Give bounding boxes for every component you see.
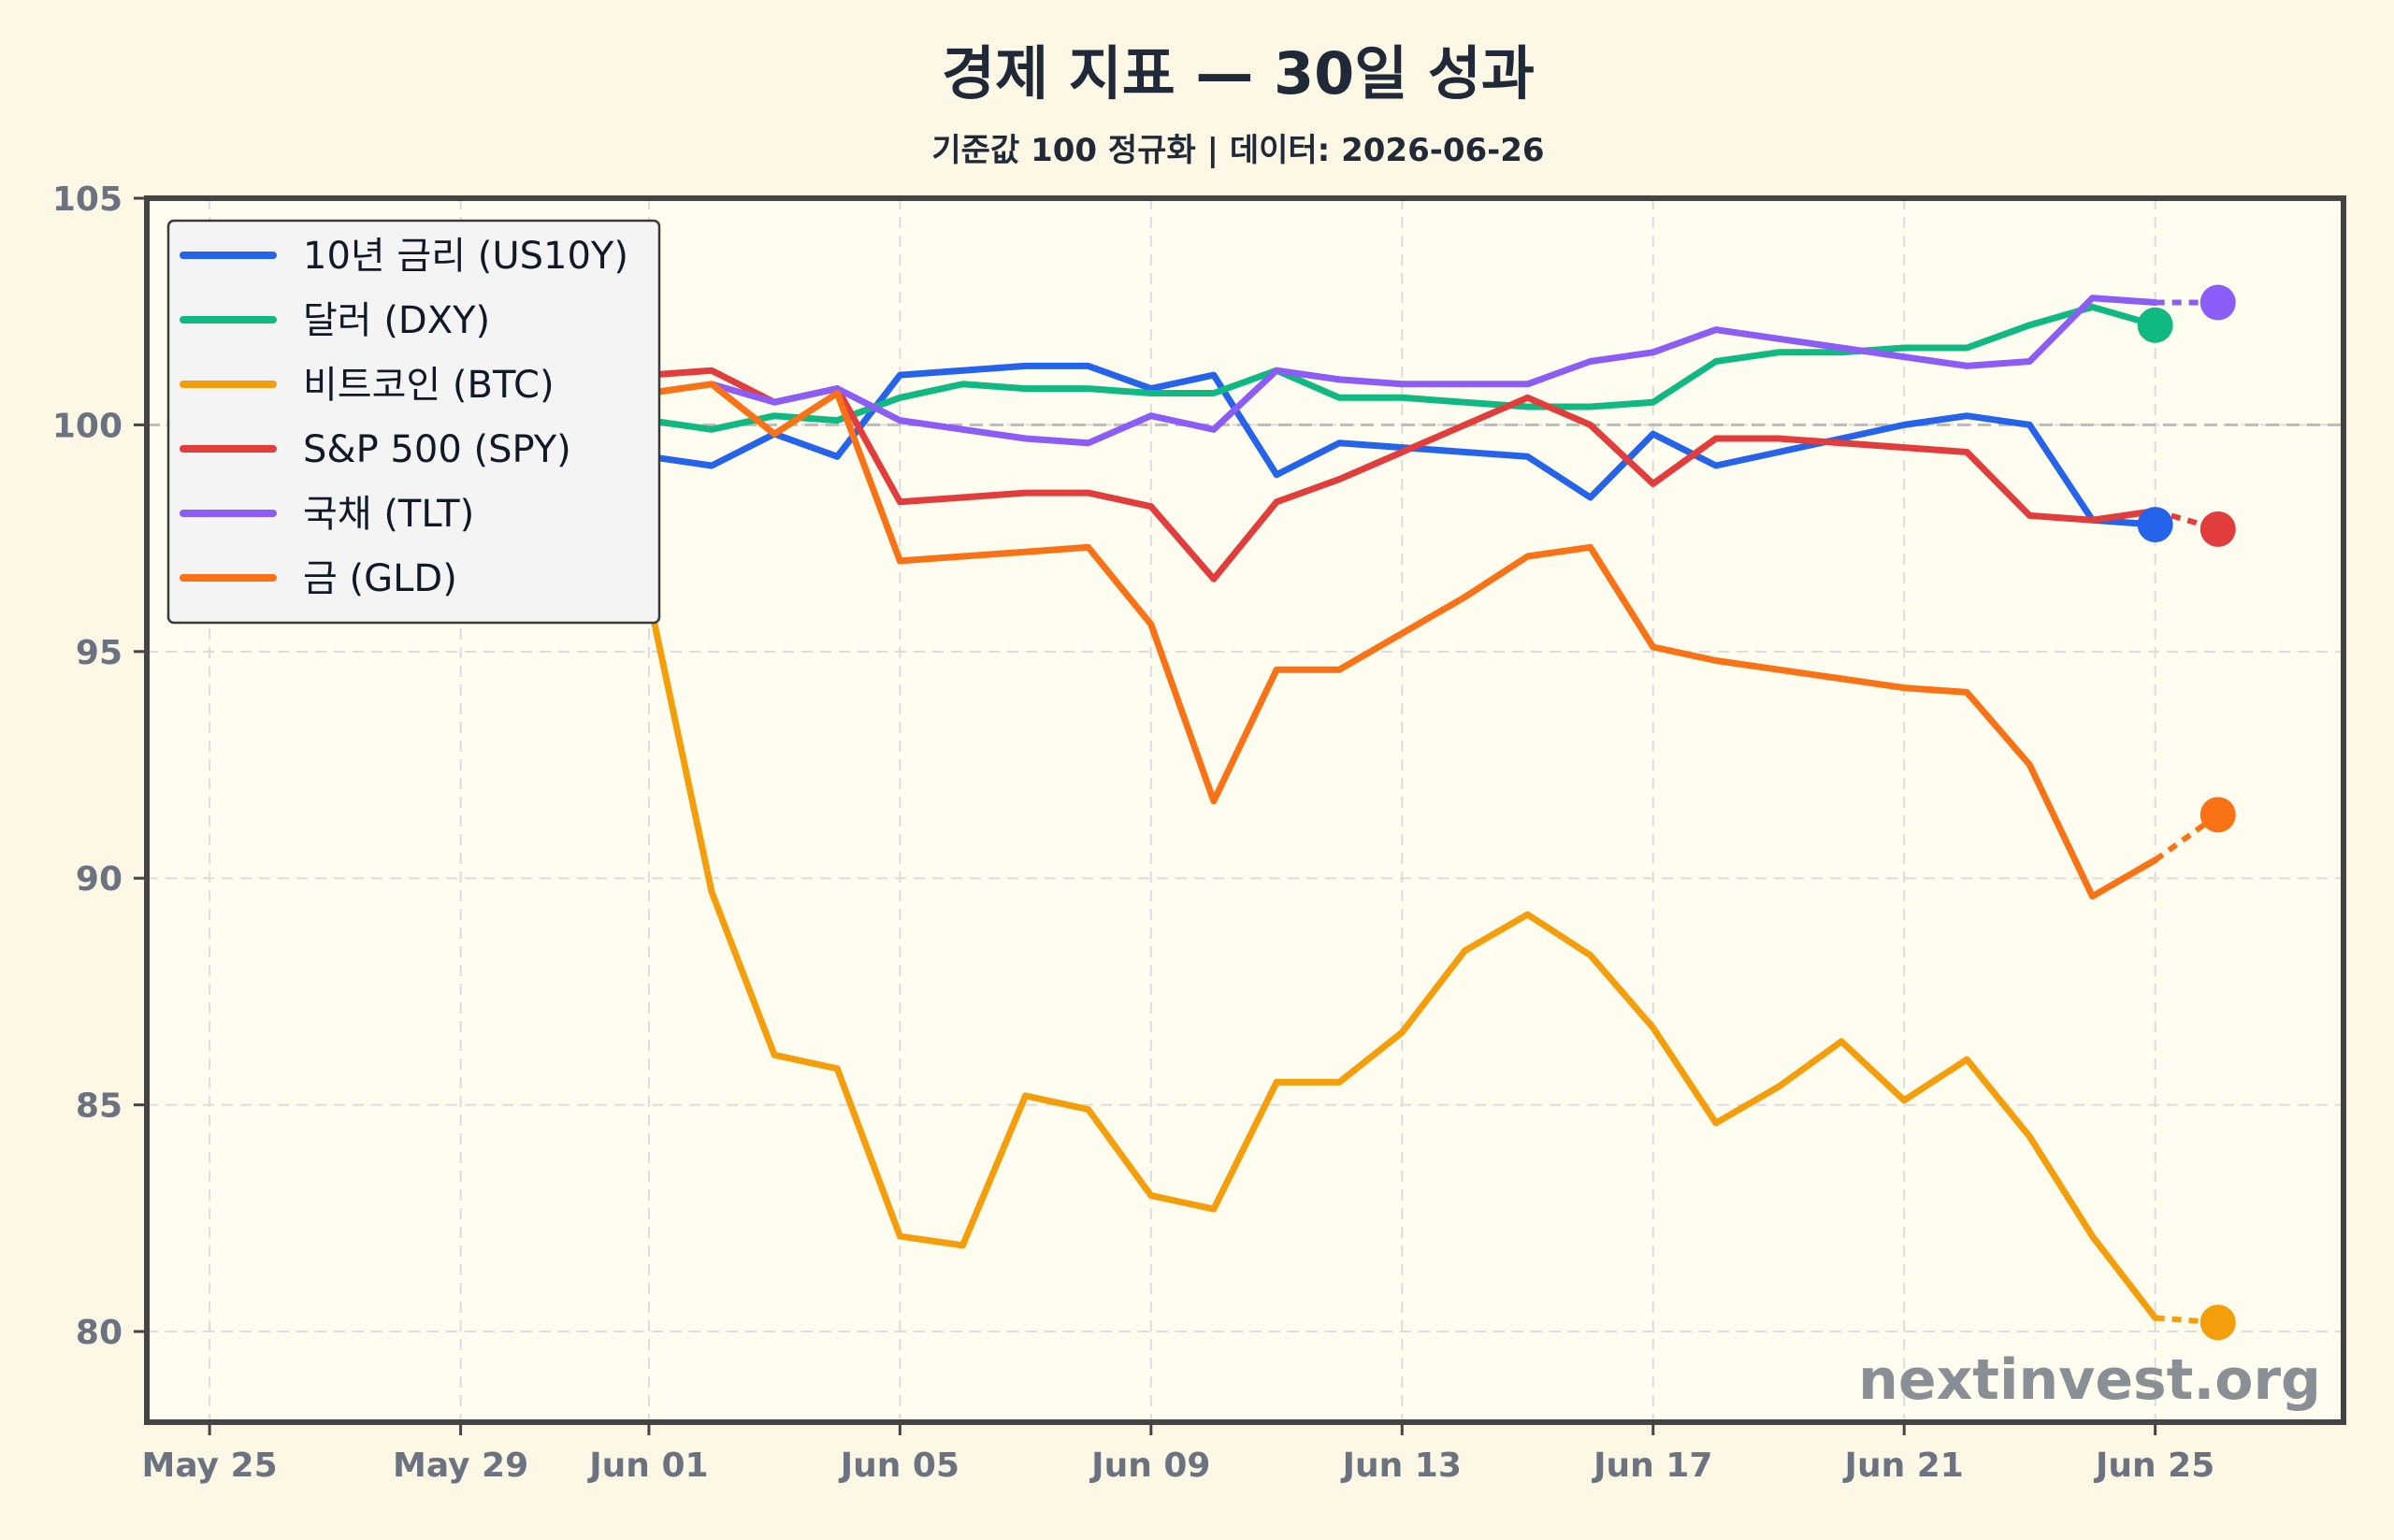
end-marker-1 [2137,307,2173,343]
y-tick-label: 90 [76,860,123,899]
series-extension-5 [2153,812,2220,863]
x-tick-label: May 25 [142,1446,278,1485]
legend-label-2: 비트코인 (BTC) [303,364,555,407]
end-markers [2137,284,2236,1341]
legend-label-5: 금 (GLD) [303,557,457,600]
end-marker-2 [2199,1304,2236,1341]
x-tick-label: May 29 [393,1446,528,1485]
legend-label-0: 10년 금리 (US10Y) [303,235,628,278]
chart-title: 경제 지표 — 30일 성과 [942,39,1535,108]
legend-items: 10년 금리 (US10Y) 달러 (DXY) 비트코인 (BTC) S&P 500 … [180,235,628,600]
chart-subtitle: 기준값 100 정규화 | 데이터: 2026-06-26 [931,132,1544,169]
legend-label-3: S&P 500 (SPY) [303,428,571,471]
legend: 10년 금리 (US10Y) 달러 (DXY) 비트코인 (BTC) S&P 500 … [166,219,661,625]
legend-box [166,219,661,625]
x-tick-label: Jun 09 [1089,1446,1210,1485]
plot-frame [144,195,2346,1425]
watermark: nextinvest.org [1858,1347,2321,1413]
end-marker-4 [2199,284,2236,321]
x-tick-label: Jun 05 [838,1446,959,1485]
y-tick-label: 100 [52,407,123,445]
y-tick-label: 85 [76,1087,123,1126]
y-tick-label: 80 [76,1314,123,1352]
legend-label-1: 달러 (DXY) [303,299,490,342]
x-axis-ticks: May 25 May 29 Jun 01 Jun 05 Jun 09 Jun 13 Jun … [142,1422,2214,1485]
y-axis-ticks: 80 85 90 95 100 105 [52,180,147,1352]
end-marker-5 [2199,797,2236,833]
legend-label-4: 국채 (TLT) [303,493,474,536]
y-tick-label: 105 [52,180,123,219]
end-marker-3 [2199,511,2236,547]
x-tick-label: Jun 17 [1591,1446,1712,1485]
x-tick-label: Jun 13 [1340,1446,1462,1485]
x-tick-label: Jun 25 [2093,1446,2214,1485]
x-tick-label: Jun 01 [586,1446,708,1485]
x-tick-label: Jun 21 [1842,1446,1964,1485]
y-tick-label: 95 [76,634,123,672]
end-marker-0 [2137,507,2173,543]
